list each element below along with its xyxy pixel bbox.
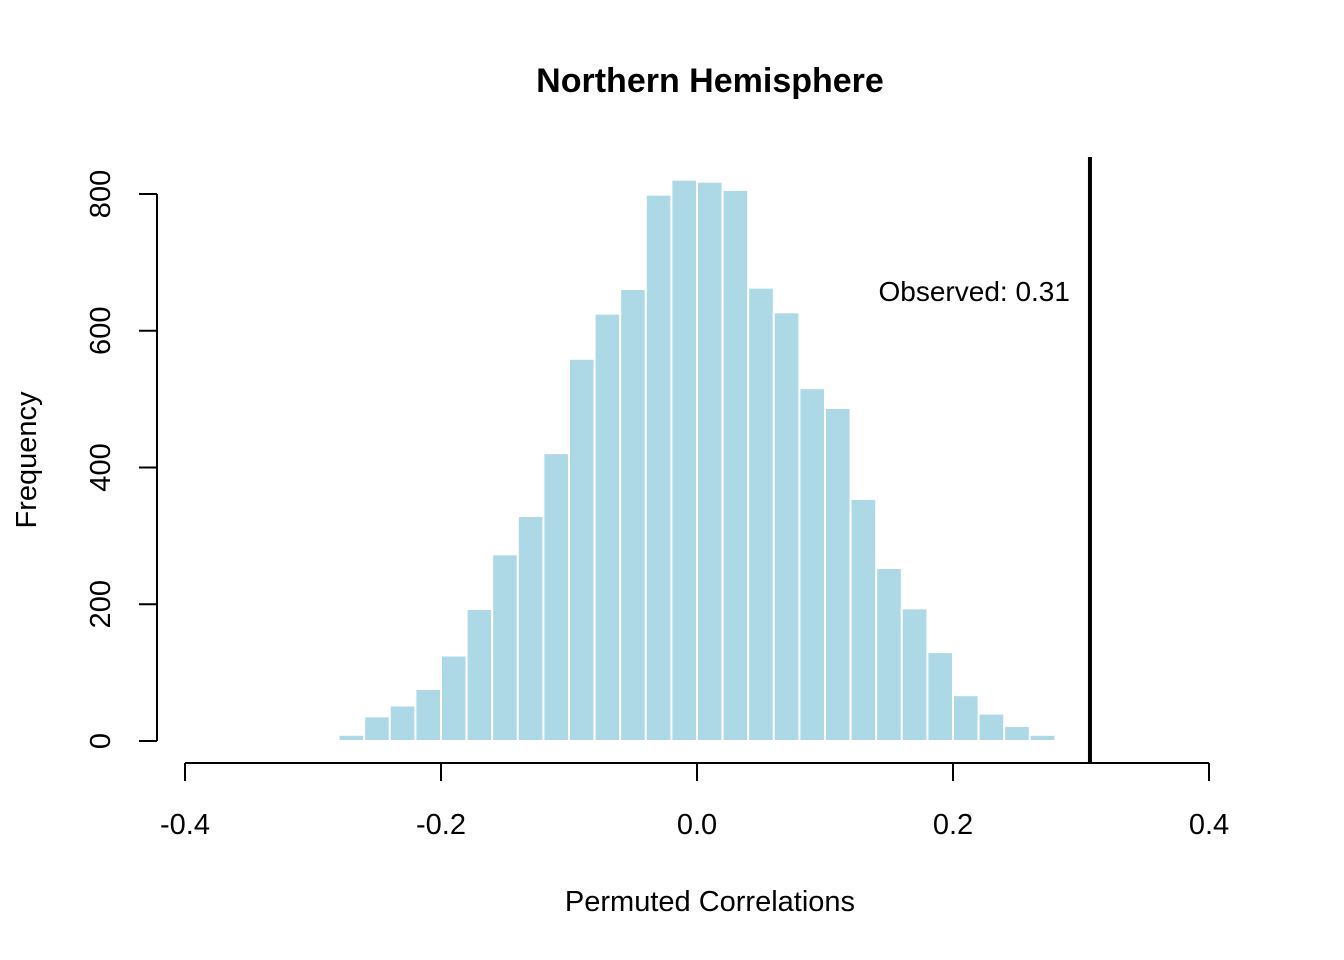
y-tick-label: 600 — [85, 307, 117, 355]
histogram-bar — [952, 694, 980, 742]
histogram-bar — [772, 311, 801, 742]
histogram-bar — [670, 178, 699, 743]
histogram-bar — [875, 567, 903, 742]
y-tick-label: 200 — [85, 580, 117, 628]
histogram-bar — [721, 188, 750, 742]
histogram-bar — [337, 733, 366, 743]
histogram-bar — [363, 715, 391, 743]
x-tick-label: 0.4 — [1189, 809, 1229, 841]
histogram-bar — [491, 553, 519, 742]
x-axis: -0.4 -0.2 0.0 0.2 0.4 — [160, 762, 1229, 841]
histogram-bar — [1054, 738, 1083, 743]
histogram-bar — [1003, 724, 1031, 743]
histogram-bar — [388, 704, 417, 743]
histogram-bar — [440, 654, 468, 742]
histogram-bars — [337, 178, 1083, 743]
histogram-bar — [516, 515, 545, 743]
histogram-bar — [849, 497, 878, 743]
histogram-bar — [619, 288, 647, 742]
histogram-bar — [465, 608, 494, 742]
histogram-bar — [900, 607, 929, 742]
x-tick-label: -0.2 — [416, 809, 466, 841]
x-tick-label: -0.4 — [160, 809, 210, 841]
histogram-bar — [798, 387, 827, 742]
histogram-bar — [568, 357, 596, 742]
histogram-bar — [542, 452, 571, 742]
x-tick-label: 0.0 — [677, 809, 717, 841]
histogram-bar — [414, 688, 442, 742]
histogram-bar — [747, 286, 775, 742]
histogram-bar — [696, 180, 724, 742]
histogram-bar — [926, 651, 955, 742]
histogram-bar — [824, 407, 852, 742]
histogram-bar — [1028, 733, 1057, 743]
y-axis: 0 200 400 600 800 — [85, 170, 158, 749]
histogram-bar — [593, 312, 622, 742]
histogram-bar — [644, 193, 673, 742]
y-tick-label: 400 — [85, 443, 117, 491]
y-axis-label: Frequency — [11, 391, 43, 529]
chart-title: Northern Hemisphere — [536, 62, 884, 100]
histogram-bar — [977, 712, 1006, 743]
y-tick-label: 800 — [85, 170, 117, 218]
y-tick-label: 0 — [85, 733, 117, 749]
x-axis-label: Permuted Correlations — [565, 886, 855, 918]
observed-value-label: Observed: 0.31 — [879, 276, 1070, 307]
x-tick-label: 0.2 — [933, 809, 973, 841]
